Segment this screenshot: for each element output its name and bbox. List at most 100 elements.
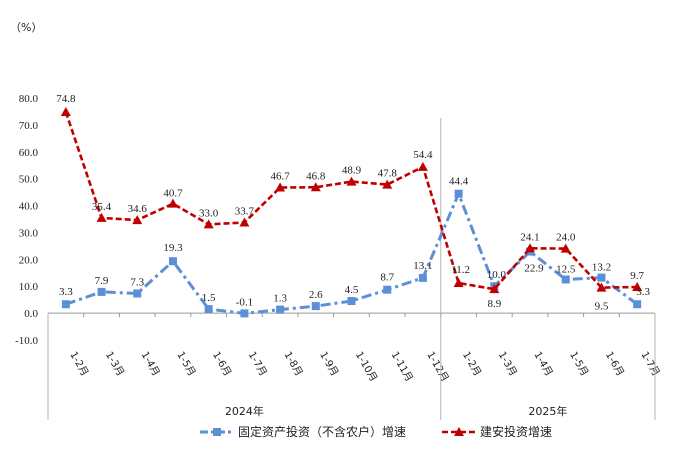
data-label: 40.7 bbox=[163, 188, 183, 200]
data-point bbox=[276, 305, 285, 314]
data-label: 46.7 bbox=[270, 171, 290, 183]
data-point bbox=[382, 179, 393, 189]
data-label: 19.3 bbox=[163, 242, 183, 254]
legend-swatch-marker bbox=[213, 428, 221, 436]
data-point bbox=[454, 189, 463, 198]
y-tick-label: 50.0 bbox=[19, 174, 39, 186]
data-point bbox=[203, 219, 214, 229]
data-point bbox=[561, 275, 570, 284]
data-label: 9.7 bbox=[630, 270, 644, 282]
data-point bbox=[96, 212, 107, 222]
data-label: 74.8 bbox=[56, 93, 76, 105]
series-fixed-asset-investment bbox=[61, 189, 642, 318]
data-label: 33.0 bbox=[199, 207, 219, 219]
data-point bbox=[347, 297, 356, 306]
data-label: 13.2 bbox=[592, 262, 611, 274]
data-point bbox=[489, 284, 500, 294]
data-point bbox=[311, 302, 320, 311]
data-label: 8.9 bbox=[487, 298, 501, 310]
x-category-label: 1-2月 bbox=[460, 350, 484, 379]
x-category-label: 1-6月 bbox=[603, 350, 627, 379]
data-label: 2.6 bbox=[309, 289, 323, 301]
x-category-label: 1-5月 bbox=[174, 350, 198, 379]
series-line bbox=[65, 192, 639, 315]
data-point bbox=[453, 277, 464, 287]
data-label: -0.1 bbox=[236, 296, 253, 308]
group-label: 2024年 bbox=[225, 404, 264, 418]
x-category-label: 1-8月 bbox=[281, 350, 305, 379]
data-label: 12.5 bbox=[556, 264, 576, 276]
y-unit-label: （%） bbox=[10, 21, 42, 34]
series-construction-investment bbox=[60, 106, 643, 294]
data-label: 13.1 bbox=[413, 260, 432, 272]
data-label: 10.0 bbox=[487, 269, 507, 281]
data-label: 54.4 bbox=[413, 149, 433, 161]
data-point bbox=[418, 273, 427, 282]
y-tick-label: 60.0 bbox=[19, 147, 39, 159]
data-point bbox=[61, 300, 70, 309]
data-point bbox=[275, 182, 286, 192]
data-point bbox=[632, 282, 643, 292]
group-label: 2025年 bbox=[528, 404, 567, 418]
data-point bbox=[97, 287, 106, 296]
x-category-label: 1-9月 bbox=[317, 350, 341, 379]
data-label-layer: 3.3 7.9 7.3 19.3 1.5 -0.1 1.3 2.6 4.5 8.7 13.1 44.4… bbox=[56, 93, 650, 313]
data-point bbox=[240, 309, 249, 318]
x-category-label: 1-3月 bbox=[103, 350, 127, 379]
data-point bbox=[597, 273, 606, 282]
data-label: 34.6 bbox=[128, 203, 148, 215]
data-label: 46.8 bbox=[306, 170, 326, 182]
data-label: 1.3 bbox=[273, 293, 287, 305]
data-point bbox=[633, 300, 642, 309]
x-category-label: 1-11月 bbox=[389, 350, 416, 384]
data-label: 22.9 bbox=[524, 263, 544, 275]
y-tick-label: 80.0 bbox=[19, 93, 39, 105]
x-category-label: 1-6月 bbox=[210, 350, 234, 379]
data-point bbox=[239, 217, 250, 227]
data-label: 48.9 bbox=[342, 165, 362, 177]
data-point bbox=[168, 257, 177, 266]
series-line bbox=[64, 111, 638, 291]
y-tick-label: 30.0 bbox=[19, 227, 39, 239]
data-label: 11.2 bbox=[451, 264, 470, 276]
x-category-label: 1-3月 bbox=[496, 350, 520, 379]
data-point bbox=[596, 282, 607, 292]
data-label: 9.5 bbox=[595, 301, 609, 313]
data-point bbox=[133, 289, 142, 298]
data-label: 7.3 bbox=[130, 276, 144, 288]
data-point bbox=[525, 243, 536, 253]
data-point bbox=[417, 161, 428, 171]
data-label: 3.3 bbox=[59, 286, 73, 298]
legend: 固定资产投资（不含农户）增速 建安投资增速 bbox=[200, 424, 552, 439]
y-tick-label: 20.0 bbox=[19, 254, 39, 266]
data-label: 35.4 bbox=[92, 201, 112, 213]
data-point bbox=[383, 285, 392, 294]
y-tick-label: 0.0 bbox=[24, 308, 38, 320]
data-point bbox=[310, 182, 321, 192]
series-layer bbox=[60, 106, 643, 318]
data-point bbox=[346, 176, 357, 186]
data-point bbox=[60, 106, 71, 116]
data-point bbox=[132, 215, 143, 225]
x-category-label: 1-7月 bbox=[639, 350, 663, 379]
data-label: 4.5 bbox=[345, 284, 359, 296]
data-label: 24.1 bbox=[520, 231, 539, 243]
data-label: 44.4 bbox=[449, 176, 469, 188]
y-axis: -10.0 0.0 10.0 20.0 30.0 40.0 50.0 60.0 70.0 80.0 bbox=[15, 93, 38, 347]
legend-swatch-marker bbox=[454, 427, 464, 436]
data-point bbox=[560, 243, 571, 253]
data-label: 47.8 bbox=[378, 168, 398, 180]
data-label: 24.0 bbox=[556, 232, 576, 244]
y-tick-label: 40.0 bbox=[19, 201, 39, 213]
y-tick-label: 10.0 bbox=[19, 281, 39, 293]
y-tick-label: 70.0 bbox=[19, 120, 39, 132]
data-point bbox=[167, 198, 178, 208]
data-point bbox=[204, 305, 213, 314]
y-tick-label: -10.0 bbox=[15, 335, 38, 347]
x-category-label: 1-5月 bbox=[567, 350, 591, 379]
x-category-label: 1-7月 bbox=[246, 350, 270, 379]
x-category-label: 1-4月 bbox=[139, 350, 163, 379]
x-category-label: 1-10月 bbox=[353, 350, 380, 384]
x-category-label: 1-4月 bbox=[531, 350, 555, 379]
